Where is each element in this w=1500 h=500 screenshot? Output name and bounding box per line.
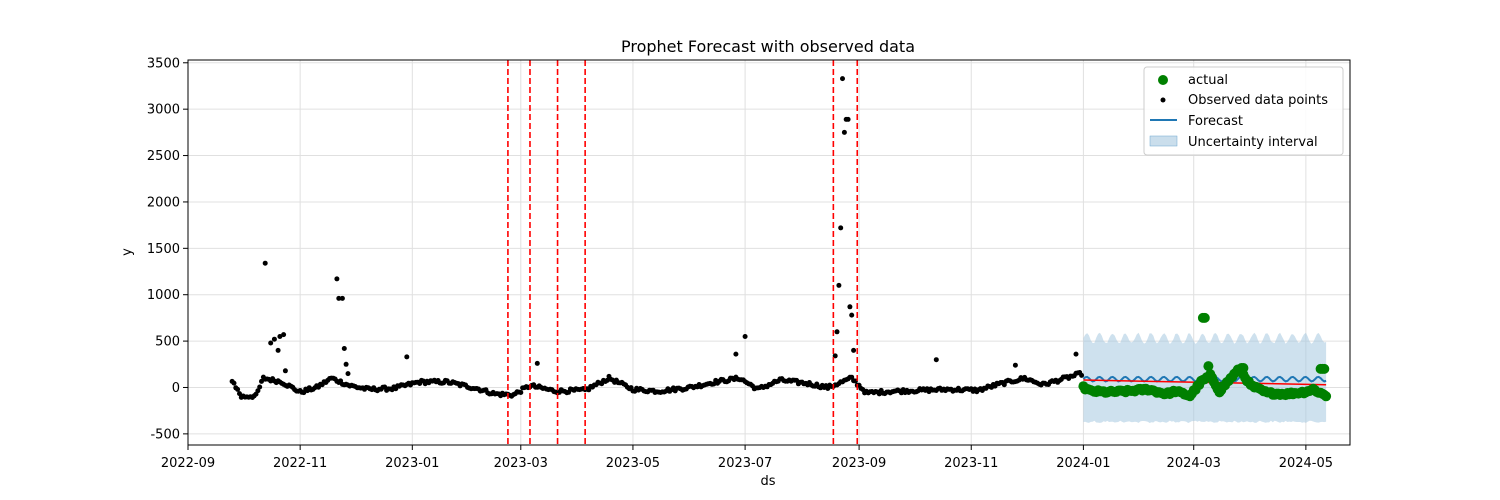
observed-point [836, 282, 842, 288]
legend-actual-marker [1158, 75, 1168, 85]
x-tick-label: 2023-07 [718, 456, 772, 471]
y-tick-label: 2500 [147, 149, 180, 164]
observed-point [1012, 362, 1018, 368]
y-tick-label: 3000 [147, 103, 180, 118]
x-tick-label: 2023-09 [832, 456, 886, 471]
x-tick-label: 2024-03 [1167, 456, 1221, 471]
observed-point [341, 346, 347, 351]
observed-point [334, 276, 340, 282]
observed-point [257, 384, 263, 390]
x-tick-label: 2024-05 [1279, 456, 1333, 471]
x-tick-label: 2023-03 [494, 456, 548, 471]
x-tick-label: 2023-01 [385, 456, 439, 471]
legend-frame [1143, 66, 1344, 156]
y-tick-label: 1500 [147, 242, 180, 257]
y-tick-label: 500 [155, 335, 180, 350]
y-tick-label: 3500 [147, 56, 180, 71]
observed-point [259, 378, 264, 384]
observed-point [742, 334, 748, 339]
observed-point [534, 360, 540, 366]
legend: actual Observed data points Forecast Unc… [1143, 66, 1344, 156]
plot-frame [187, 59, 1351, 446]
observed-point [1073, 351, 1079, 357]
legend-forecast-label: Forecast [1188, 114, 1243, 129]
y-axis-label: y [120, 248, 135, 256]
observed-point [1079, 372, 1085, 378]
observed-point [845, 116, 851, 122]
legend-actual-label: actual [1188, 73, 1228, 88]
observed-point [268, 340, 274, 346]
observed-point [235, 386, 241, 392]
x-tick-label: 2024-01 [1056, 456, 1110, 471]
legend-uncertainty-label: Uncertainty interval [1188, 135, 1318, 150]
tick-layer: 2022-09 2022-11 2023-01 2023-03 2023-05 2023-… [147, 56, 1333, 471]
observed-point [933, 357, 939, 363]
observed-point [231, 380, 237, 386]
actual-point [1319, 363, 1330, 374]
observed-point [838, 225, 844, 231]
actual-layer [1078, 312, 1332, 402]
x-tick-label: 2023-11 [944, 456, 998, 471]
actual-point [1321, 391, 1332, 402]
observed-point [851, 347, 857, 353]
observed-point [262, 260, 268, 266]
observed-point [849, 312, 855, 318]
actual-point [1203, 361, 1214, 372]
observed-point [343, 361, 349, 367]
y-tick-label: 2000 [147, 195, 180, 210]
observed-point [336, 295, 342, 301]
observed-point [834, 329, 840, 335]
observed-point [404, 354, 410, 360]
observed-point [281, 332, 287, 338]
observed-point [518, 390, 524, 395]
observed-point [733, 351, 739, 357]
observed-point [841, 129, 847, 135]
observed-point [840, 76, 845, 82]
observed-point [345, 371, 351, 377]
legend-uncertainty-marker [1149, 135, 1178, 147]
x-axis-label: ds [760, 474, 775, 489]
observed-point [277, 334, 283, 339]
chart-title: Prophet Forecast with observed data [621, 37, 915, 56]
x-tick-label: 2022-11 [273, 456, 327, 471]
x-tick-label: 2022-09 [161, 456, 215, 471]
observed-point [255, 388, 261, 394]
actual-point [1238, 363, 1249, 373]
actual-point [1199, 312, 1210, 323]
x-tick-label: 2023-05 [606, 456, 660, 471]
observed-point [271, 336, 277, 342]
observed-point [282, 368, 288, 374]
changepoint-layer [507, 60, 859, 445]
y-tick-label: 1000 [147, 288, 180, 303]
legend-observed-label: Observed data points [1188, 93, 1328, 108]
y-tick-label: 0 [172, 381, 180, 396]
observed-point [237, 391, 242, 397]
observed-point [339, 295, 345, 301]
y-tick-label: -500 [150, 427, 180, 442]
observed-point [847, 304, 853, 310]
observed-point [275, 347, 281, 353]
legend-observed-marker [1160, 97, 1166, 103]
